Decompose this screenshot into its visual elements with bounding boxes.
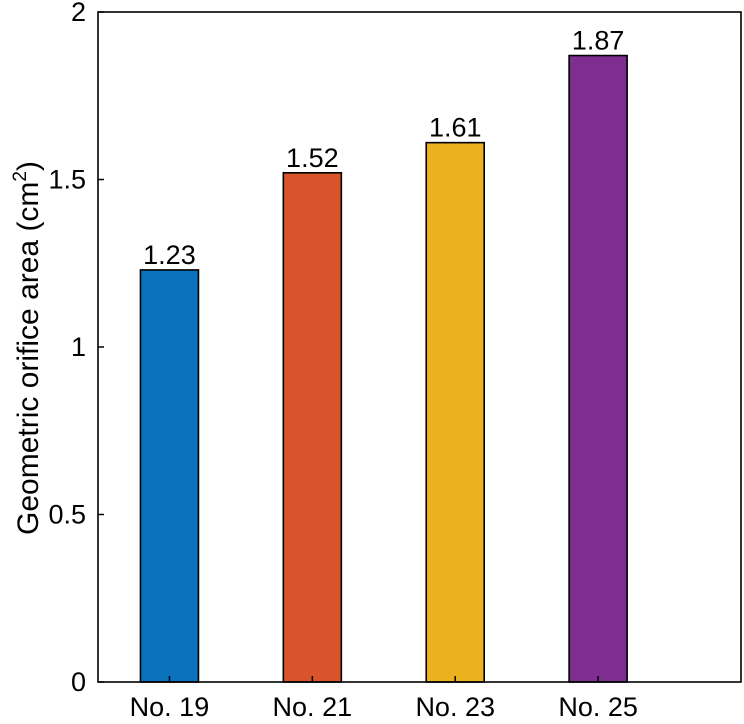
x-tick-label-4: No. 25 (558, 692, 638, 722)
y-axis-label-main: Geometric orifice area (cm (12, 182, 45, 535)
y-tick-label-2: 0.5 (48, 500, 86, 530)
x-tick-label-3: No. 23 (415, 692, 495, 722)
bar-3 (425, 141, 486, 683)
data-label-1: 1.23 (143, 240, 196, 270)
bar-1 (139, 269, 200, 683)
data-label-3: 1.61 (429, 113, 482, 143)
x-tick-label-1: No. 19 (130, 692, 210, 722)
y-axis-label-group: Geometric orifice area (cm2) (10, 161, 45, 535)
data-label-2: 1.52 (286, 143, 339, 173)
y-tick-label-5: 2 (71, 0, 86, 27)
y-tick-label-3: 1 (71, 332, 86, 362)
bar-2 (282, 172, 343, 683)
bar-4 (568, 54, 628, 683)
x-tick-label-2: No. 21 (273, 692, 353, 722)
y-tick-label-4: 1.5 (48, 165, 86, 195)
y-axis-label-end: ) (12, 161, 45, 171)
data-labels-group: 1.23 1.52 1.61 1.87 (143, 26, 624, 270)
bars-group (139, 54, 628, 683)
y-tick-label-1: 0 (71, 667, 86, 697)
y-axis-label: Geometric orifice area (cm2) (10, 161, 45, 535)
y-axis-label-sup: 2 (10, 171, 31, 182)
data-label-4: 1.87 (572, 26, 625, 56)
